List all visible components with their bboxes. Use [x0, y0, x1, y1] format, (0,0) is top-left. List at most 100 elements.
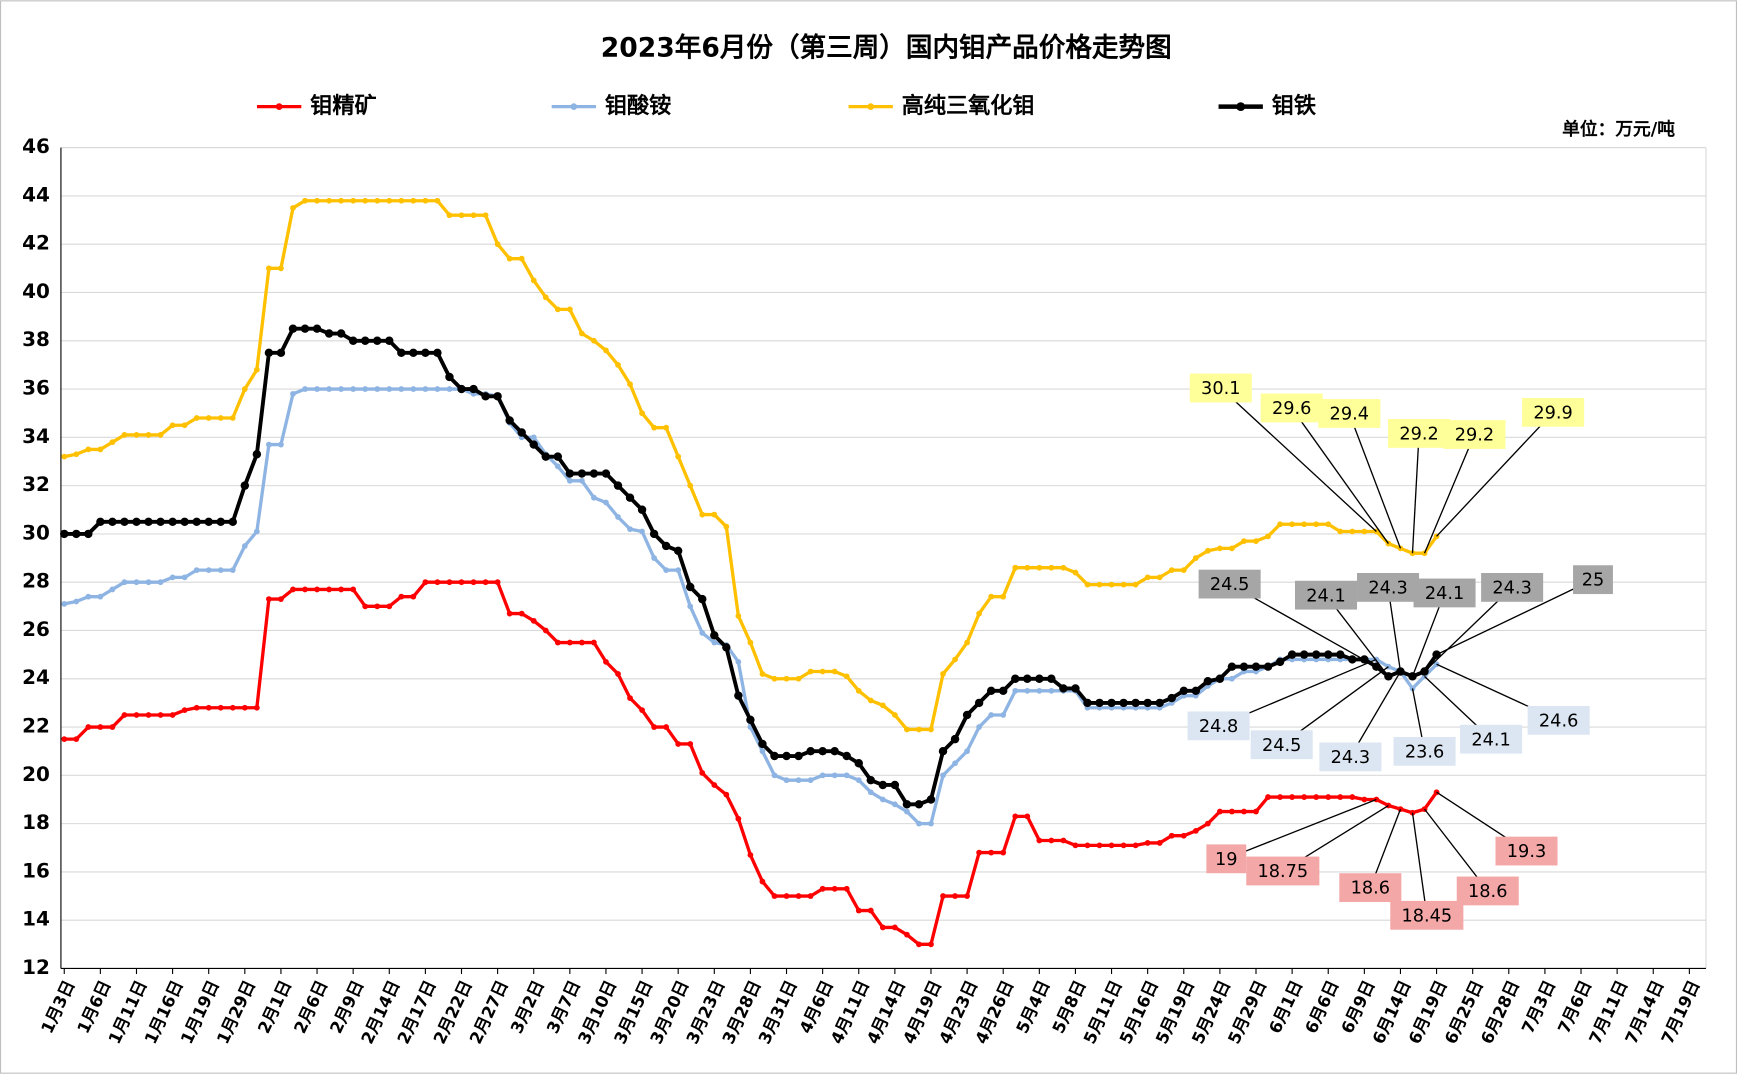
data-label-box: [1206, 844, 1247, 874]
data-point: [493, 392, 502, 401]
data-point: [168, 517, 177, 527]
data-point: [1059, 684, 1068, 693]
data-point: [458, 579, 465, 586]
data-point: [1301, 521, 1308, 528]
data-point: [1132, 842, 1139, 849]
data-label-box: [1318, 399, 1381, 428]
data-point: [1120, 581, 1127, 588]
data-point: [891, 801, 898, 808]
data-point: [1287, 650, 1297, 659]
data-point: [1337, 528, 1344, 535]
data-point: [506, 610, 513, 617]
data-point: [1095, 698, 1104, 708]
data-point: [1144, 574, 1151, 581]
data-point: [855, 907, 862, 914]
data-point: [566, 306, 573, 313]
data-point: [120, 517, 129, 527]
data-point: [1072, 569, 1079, 576]
data-point: [302, 386, 308, 392]
data-point: [169, 712, 176, 718]
data-point: [675, 741, 682, 747]
data-point: [998, 686, 1008, 696]
data-point: [579, 330, 585, 337]
data-point: [1012, 813, 1019, 820]
data-point: [324, 329, 334, 338]
data-point: [603, 658, 609, 665]
data-point: [964, 893, 970, 899]
data-point: [723, 791, 730, 798]
data-label-box: [1527, 705, 1590, 735]
y-tick-label: 18: [22, 810, 50, 834]
data-point: [807, 668, 814, 675]
data-point: [1192, 827, 1199, 834]
data-label-box: [1250, 730, 1313, 760]
data-point: [722, 643, 731, 652]
data-label: 24.5: [1210, 575, 1249, 595]
data-point: [807, 777, 814, 784]
legend-label: 钼酸铵: [605, 93, 671, 119]
data-point: [422, 197, 429, 204]
data-label: 24.1: [1306, 586, 1345, 606]
data-point: [1265, 533, 1271, 540]
data-point: [795, 777, 802, 784]
data-point: [85, 593, 92, 600]
data-point: [157, 712, 164, 718]
data-label: 24.3: [1368, 579, 1407, 599]
data-label-box: [1522, 397, 1585, 427]
data-point: [445, 372, 454, 382]
data-point: [253, 528, 260, 535]
data-point: [988, 712, 995, 718]
data-point: [1084, 581, 1091, 588]
data-point: [976, 724, 983, 730]
data-point: [229, 704, 236, 711]
data-point: [565, 469, 575, 478]
y-tick-label: 12: [22, 955, 50, 979]
data-point: [566, 639, 573, 646]
legend-marker: [275, 103, 283, 110]
data-point: [1203, 676, 1213, 686]
data-point: [338, 586, 345, 593]
legend-label: 钼精矿: [310, 93, 376, 119]
data-label: 29.6: [1272, 399, 1311, 419]
data-point: [518, 610, 525, 617]
data-point: [241, 543, 248, 549]
leader-line: [1436, 579, 1594, 656]
data-label: 29.4: [1330, 405, 1369, 425]
data-point: [1120, 842, 1127, 849]
data-point: [1421, 550, 1428, 557]
data-point: [108, 517, 117, 527]
data-point: [1024, 813, 1031, 820]
data-point: [902, 800, 912, 809]
data-label: 24.5: [1262, 736, 1301, 756]
data-point: [193, 704, 200, 711]
data-point: [326, 386, 332, 392]
data-point: [133, 579, 140, 586]
data-point: [302, 586, 308, 593]
data-point: [1324, 650, 1333, 659]
data-point: [842, 751, 851, 761]
data-point: [1191, 686, 1201, 696]
data-label-box: [1246, 856, 1320, 886]
data-point: [651, 555, 657, 561]
y-tick-label: 42: [22, 231, 50, 255]
data-point: [192, 517, 201, 527]
data-point: [771, 772, 778, 779]
data-point: [374, 386, 381, 392]
data-point: [1143, 698, 1152, 708]
data-point: [940, 671, 946, 677]
data-point: [1192, 555, 1199, 561]
data-point: [1000, 712, 1007, 718]
data-point: [1432, 650, 1441, 659]
data-point: [747, 639, 754, 646]
data-point: [481, 392, 490, 401]
y-tick-label: 30: [22, 520, 50, 544]
data-point: [446, 386, 453, 392]
data-point: [988, 593, 995, 600]
data-point: [1108, 842, 1115, 849]
data-point: [1036, 564, 1043, 571]
data-point: [891, 924, 898, 931]
data-point: [675, 453, 682, 460]
data-point: [916, 726, 922, 733]
data-point: [145, 712, 152, 718]
